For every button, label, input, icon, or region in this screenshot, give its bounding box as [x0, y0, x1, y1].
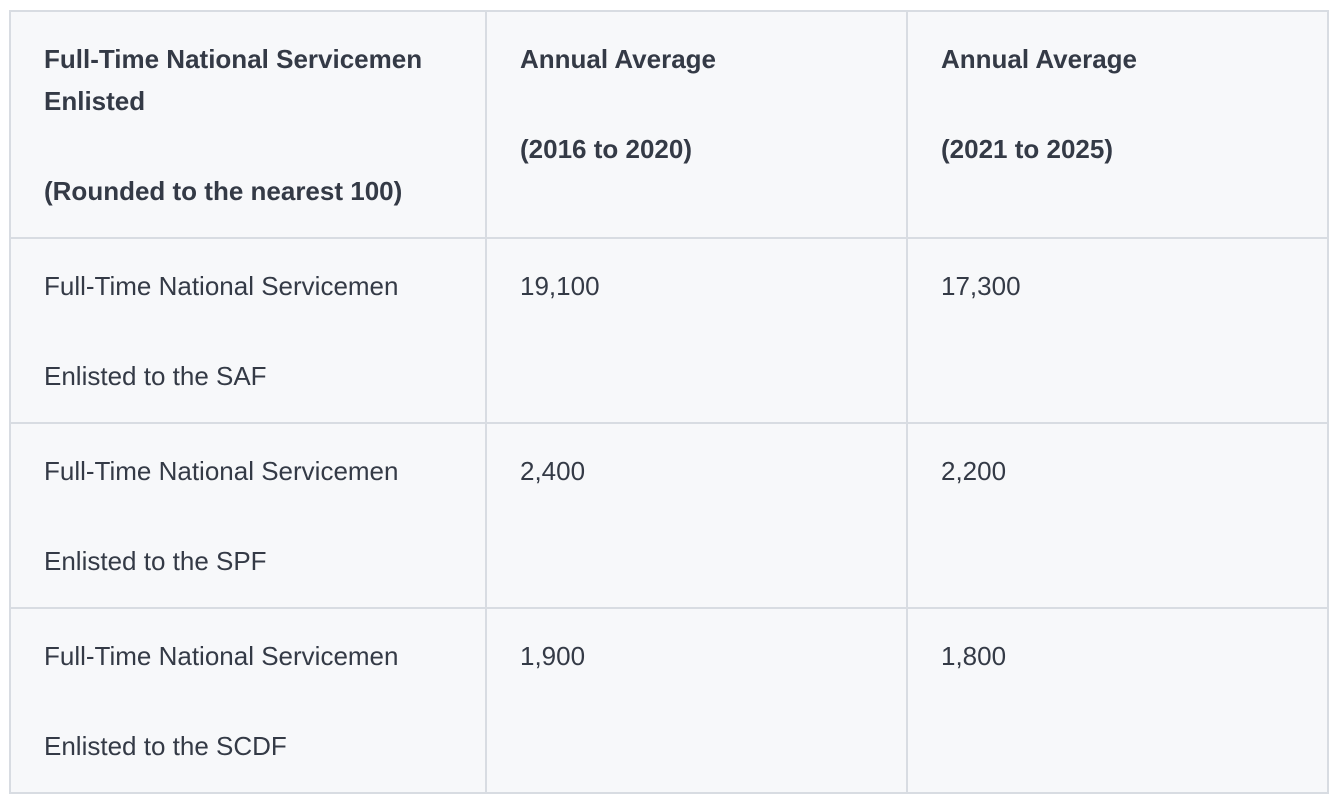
cell-value: 19,100 — [520, 271, 600, 301]
header-text: (Rounded to the nearest 100) — [44, 176, 403, 206]
cell-text: Full-Time National Servicemen — [44, 641, 399, 671]
cell-value: 17,300 — [941, 271, 1021, 301]
data-table: Full-Time National Servicemen Enlisted (R… — [9, 10, 1329, 794]
table-row: Full-Time National Servicemen Enlisted to… — [9, 607, 1329, 794]
table-cell: 1,800 — [906, 607, 1329, 794]
header-row: Full-Time National Servicemen Enlisted (R… — [9, 10, 1329, 239]
header-cell: Annual Average (2021 to 2025) — [906, 10, 1329, 239]
cell-value: 2,200 — [941, 456, 1007, 486]
table-row: Full-Time National Servicemen Enlisted to… — [9, 422, 1329, 609]
cell-text: Enlisted to the SAF — [44, 361, 267, 391]
header-text: Annual Average — [941, 44, 1138, 74]
header-text: Annual Average — [520, 44, 717, 74]
header-cell: Annual Average (2016 to 2020) — [485, 10, 908, 239]
table-cell: 2,200 — [906, 422, 1329, 609]
table-cell: Full-Time National Servicemen Enlisted to… — [9, 422, 487, 609]
header-text: (2016 to 2020) — [520, 134, 692, 164]
table-row: Full-Time National Servicemen Enlisted to… — [9, 237, 1329, 424]
cell-text: Enlisted to the SPF — [44, 546, 267, 576]
table-cell: Full-Time National Servicemen Enlisted to… — [9, 607, 487, 794]
header-text: (2021 to 2025) — [941, 134, 1113, 164]
cell-value: 2,400 — [520, 456, 586, 486]
table-cell: 1,900 — [485, 607, 908, 794]
cell-value: 1,900 — [520, 641, 586, 671]
table-cell: 19,100 — [485, 237, 908, 424]
cell-value: 1,800 — [941, 641, 1007, 671]
cell-text: Full-Time National Servicemen — [44, 456, 399, 486]
cell-text: Full-Time National Servicemen — [44, 271, 399, 301]
table-cell: 17,300 — [906, 237, 1329, 424]
header-cell: Full-Time National Servicemen Enlisted (R… — [9, 10, 487, 239]
table-cell: Full-Time National Servicemen Enlisted to… — [9, 237, 487, 424]
cell-text: Enlisted to the SCDF — [44, 731, 287, 761]
table-cell: 2,400 — [485, 422, 908, 609]
table-body: Full-Time National Servicemen Enlisted to… — [9, 237, 1329, 794]
header-text: Full-Time National Servicemen Enlisted — [44, 44, 423, 116]
